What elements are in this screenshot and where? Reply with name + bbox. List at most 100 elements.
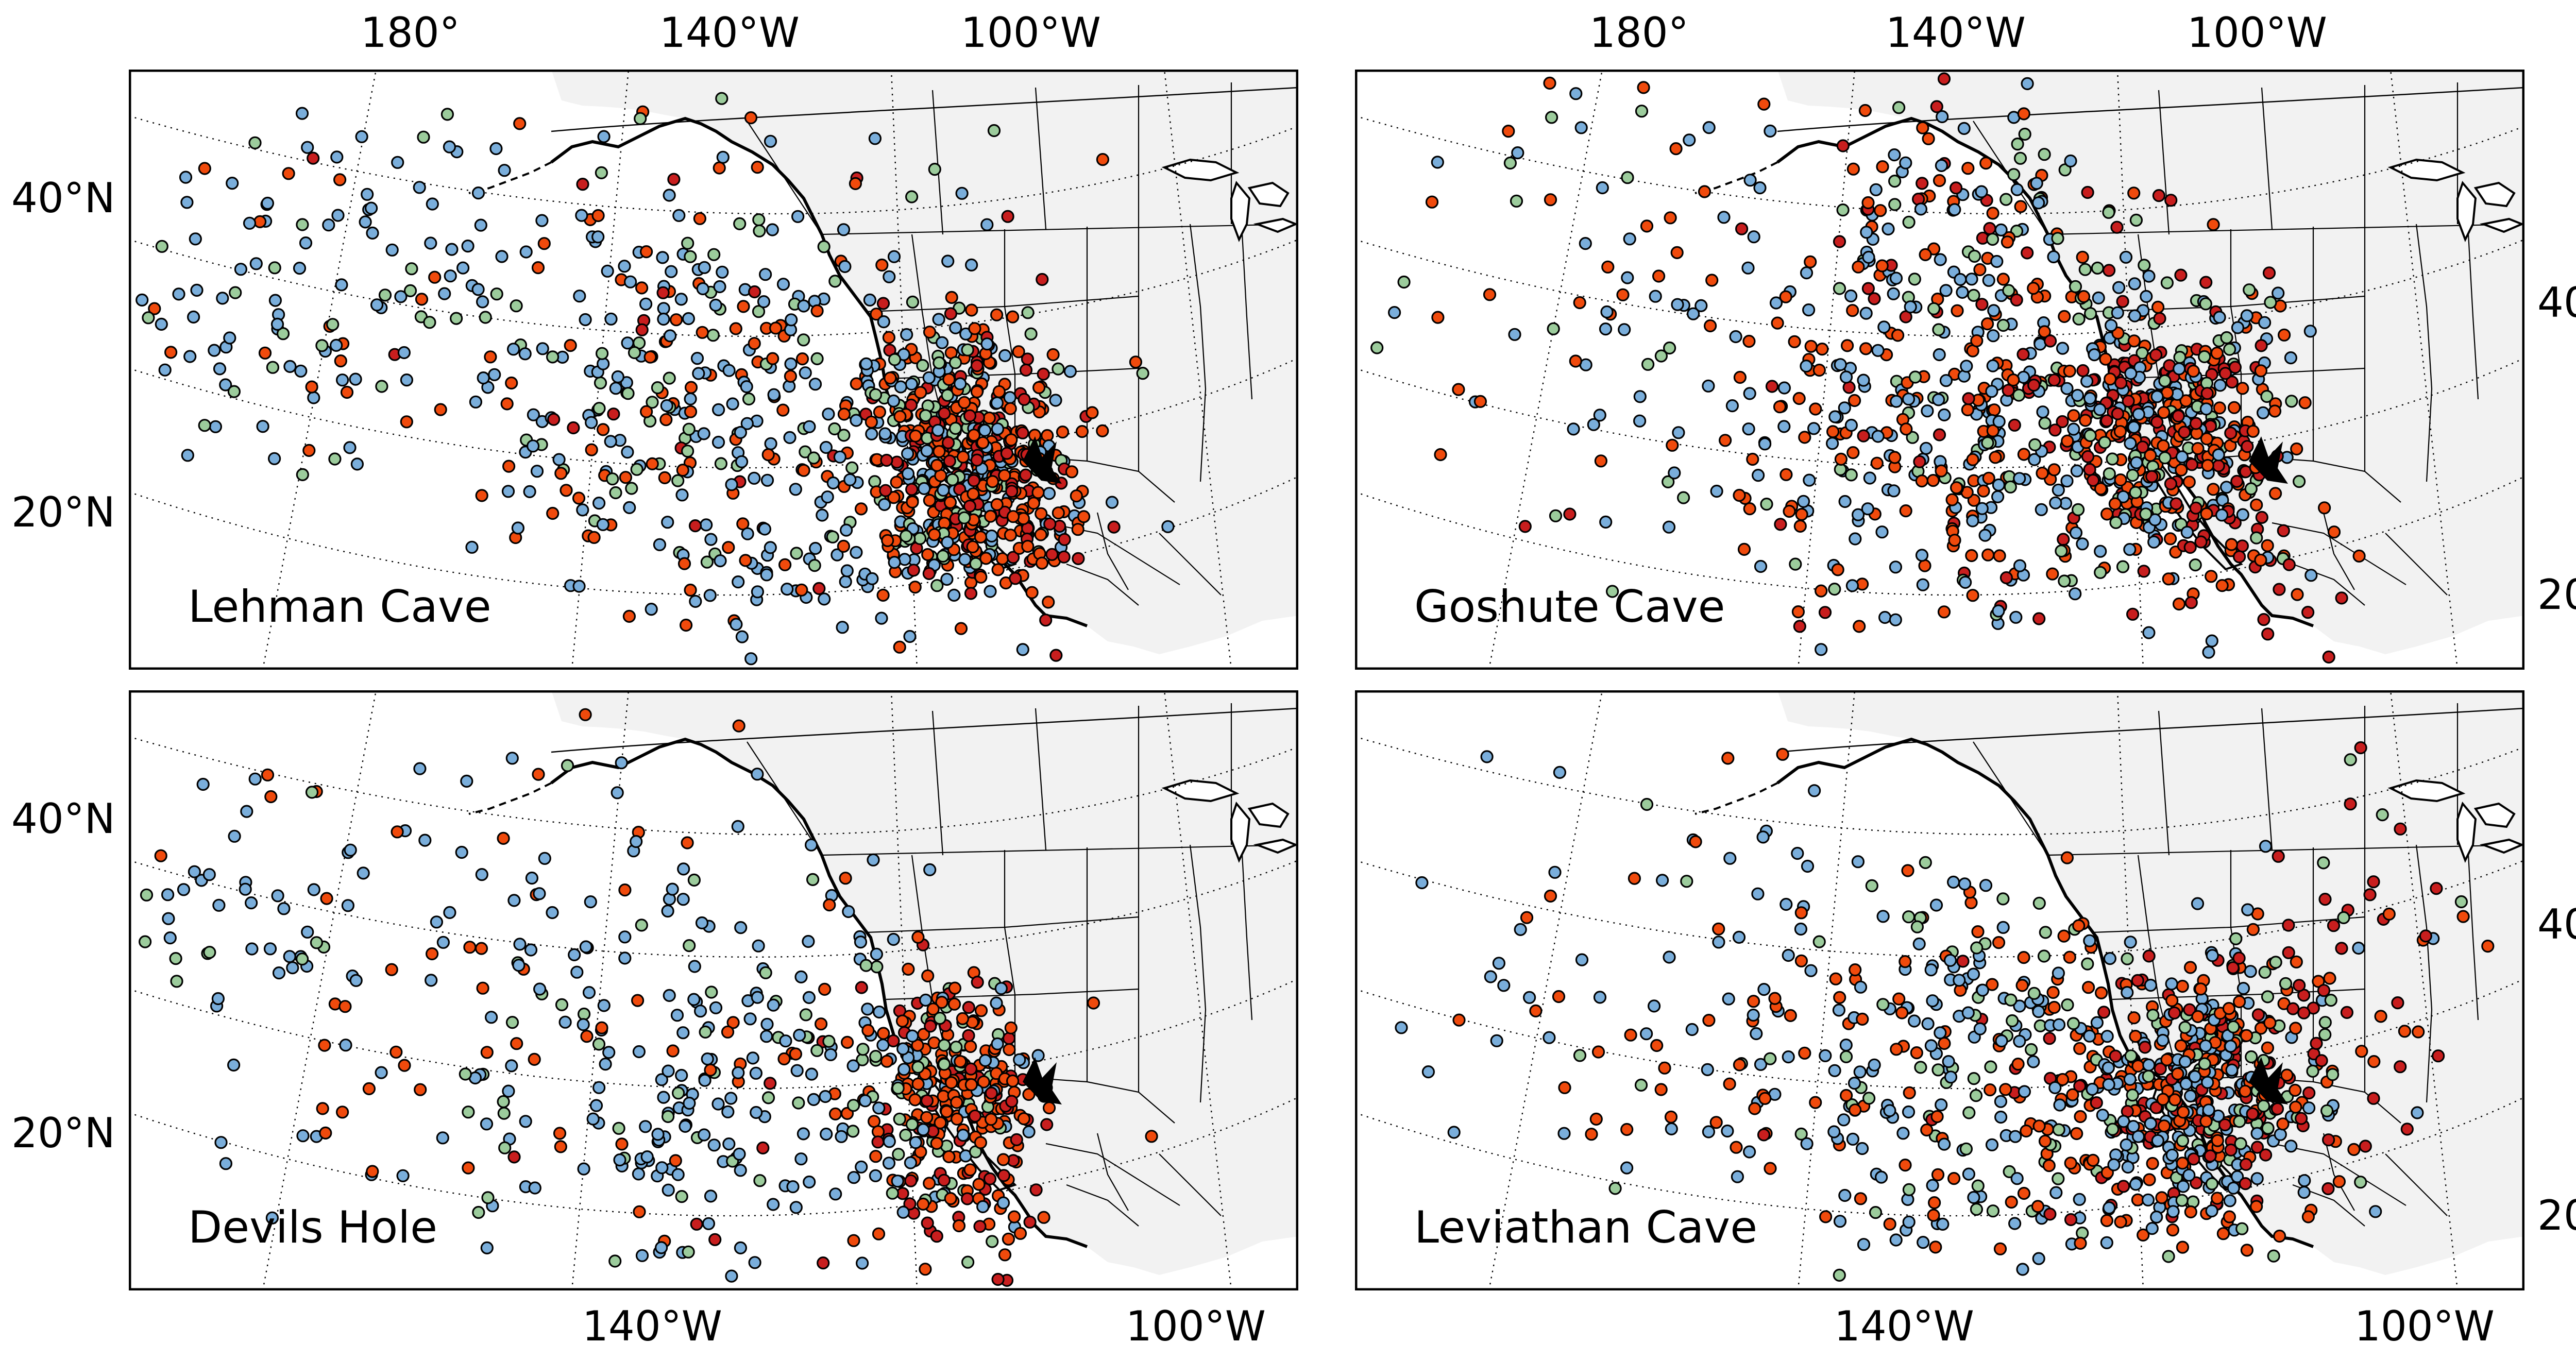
graticule xyxy=(1354,690,2525,1291)
trajectory-point xyxy=(2074,1110,2087,1124)
trajectory-point xyxy=(1959,1142,1973,1155)
trajectory-point xyxy=(1902,910,1916,924)
trajectory-point xyxy=(1671,298,1684,311)
trajectory-point xyxy=(630,463,643,476)
trajectory-point xyxy=(1975,185,1988,198)
trajectory-point xyxy=(938,406,951,420)
trajectory-point xyxy=(2367,1055,2381,1068)
trajectory-point xyxy=(888,353,902,366)
border-line xyxy=(821,844,1299,856)
trajectory-point xyxy=(2168,1093,2182,1107)
trajectory-point xyxy=(659,413,673,427)
trajectory-point xyxy=(479,311,492,324)
trajectory-point xyxy=(2204,1149,2217,1163)
trajectory-point xyxy=(911,930,925,944)
trajectory-point xyxy=(705,985,718,999)
trajectory-point xyxy=(2098,436,2111,449)
trajectory-point xyxy=(956,1012,970,1026)
trajectory-point xyxy=(618,951,632,965)
trajectory-point xyxy=(2049,496,2062,509)
trajectory-point xyxy=(1931,1063,1945,1077)
trajectory-point xyxy=(1899,504,1912,518)
trajectory-point xyxy=(462,1106,475,1119)
trajectory-point xyxy=(2013,559,2027,572)
trajectory-point xyxy=(709,298,722,312)
border-line xyxy=(2467,224,2479,400)
trajectory-point xyxy=(2129,213,2143,227)
trajectory-point xyxy=(904,1156,918,1169)
trajectory-point xyxy=(2106,452,2119,466)
trajectory-point xyxy=(1868,292,1881,305)
trajectory-point xyxy=(2189,558,2202,572)
trajectory-point xyxy=(2069,587,2082,601)
trajectory-point xyxy=(1798,1046,1811,1060)
trajectory-point xyxy=(1765,380,1779,393)
trajectory-point xyxy=(2199,1114,2213,1128)
trajectory-point xyxy=(283,950,296,963)
trajectory-point xyxy=(682,1245,695,1259)
trajectory-point xyxy=(1672,426,1685,439)
trajectory-point xyxy=(1871,344,1885,357)
trajectory-point xyxy=(1917,1235,1930,1249)
trajectory-point xyxy=(1861,282,1875,295)
trajectory-point xyxy=(952,1219,966,1233)
trajectory-point xyxy=(2170,497,2183,511)
trajectory-point xyxy=(2156,1093,2170,1106)
trajectory-point xyxy=(1397,275,1411,289)
trajectory-point xyxy=(2180,525,2194,539)
trajectory-point xyxy=(1924,1039,1938,1052)
trajectory-point xyxy=(1492,957,1505,970)
trajectory-point xyxy=(1668,466,1681,480)
trajectory-point xyxy=(1717,211,1731,224)
trajectory-point xyxy=(991,1272,1005,1286)
trajectory-point xyxy=(682,422,696,436)
trajectory-point xyxy=(1936,1217,1950,1231)
trajectory-point xyxy=(1889,560,1903,574)
trajectory-point xyxy=(1883,1217,1896,1231)
trajectory-point xyxy=(1075,424,1089,438)
trajectory-point xyxy=(1741,261,1755,275)
trajectory-point xyxy=(850,377,863,390)
trajectory-point xyxy=(2355,1045,2368,1058)
trajectory-point xyxy=(877,1027,890,1040)
trajectory-point xyxy=(1891,329,1905,342)
trajectory-point xyxy=(1986,424,1999,437)
trajectory-point xyxy=(714,554,727,568)
trajectory-point xyxy=(1006,1074,1020,1088)
trajectory-point xyxy=(209,420,222,433)
trajectory-point xyxy=(2046,985,2060,999)
trajectory-point xyxy=(1620,1161,1634,1175)
trajectory-point xyxy=(502,460,516,473)
trajectory-point xyxy=(2224,427,2238,440)
trajectory-point xyxy=(1966,514,1979,528)
trajectory-point xyxy=(365,201,378,215)
trajectory-point xyxy=(2116,490,2130,503)
trajectory-point xyxy=(2261,1041,2275,1055)
trajectory-point xyxy=(2094,986,2108,1000)
graticule-line xyxy=(128,736,1299,836)
trajectory-point xyxy=(615,756,628,770)
trajectory-point xyxy=(1685,1023,1699,1036)
trajectory-point xyxy=(2332,1175,2346,1188)
trajectory-point xyxy=(2052,1018,2066,1031)
trajectory-point xyxy=(577,1162,590,1176)
trajectory-point xyxy=(2100,414,2113,428)
trajectory-point xyxy=(807,451,821,465)
trajectory-point xyxy=(1812,363,1826,377)
trajectory-point xyxy=(2104,319,2118,332)
trajectory-point xyxy=(1757,982,1771,996)
trajectory-point xyxy=(2164,194,2178,207)
border-line xyxy=(2385,1153,2448,1216)
trajectory-point xyxy=(268,261,281,275)
trajectory-point xyxy=(1851,855,1865,869)
trajectory-point xyxy=(846,1059,860,1073)
trajectory-point xyxy=(1490,1034,1503,1047)
trajectory-point xyxy=(1575,953,1589,966)
trajectory-point xyxy=(2166,1205,2180,1218)
trajectory-point xyxy=(169,951,182,965)
trajectory-point xyxy=(579,708,592,721)
trajectory-point xyxy=(997,1169,1011,1182)
trajectory-point xyxy=(1543,1031,1556,1044)
site-marker xyxy=(2249,436,2288,484)
trajectory-point xyxy=(1860,226,1873,239)
